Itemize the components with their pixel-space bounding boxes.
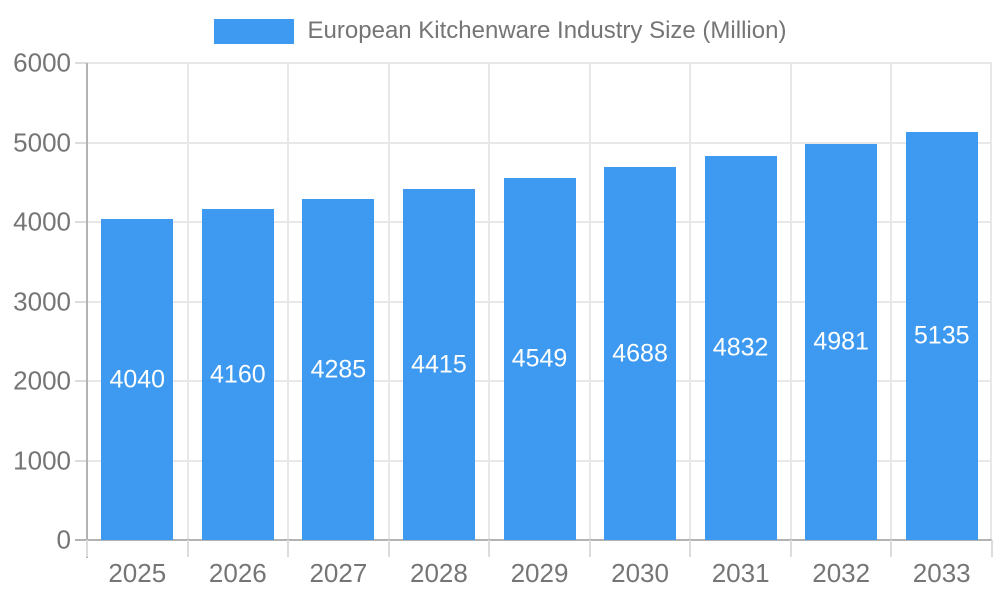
x-tick-label: 2033 — [912, 558, 971, 588]
y-tick-mark — [75, 380, 87, 382]
x-gridline — [689, 63, 692, 540]
bar[interactable]: 4832 — [704, 156, 777, 540]
y-axis-line — [86, 63, 88, 558]
bar[interactable]: 4981 — [805, 144, 878, 540]
bar-value-label: 4981 — [813, 327, 869, 356]
x-tick-mark — [186, 540, 189, 557]
bar[interactable]: 4285 — [302, 199, 375, 540]
x-gridline — [890, 63, 893, 540]
x-tick-mark — [387, 540, 390, 557]
bar[interactable]: 4688 — [604, 167, 677, 540]
bar[interactable]: 4549 — [503, 178, 576, 540]
y-gridline — [87, 141, 992, 144]
y-tick-mark — [75, 221, 87, 223]
x-gridline — [488, 63, 491, 540]
bar[interactable]: 4040 — [101, 219, 174, 540]
x-tick-mark — [689, 540, 692, 557]
y-tick-label: 1000 — [13, 445, 71, 475]
x-gridline — [588, 63, 591, 540]
x-tick-mark — [287, 540, 290, 557]
x-tick-label: 2027 — [309, 558, 368, 588]
x-tick-label: 2029 — [510, 558, 569, 588]
bar-value-label: 4040 — [109, 365, 166, 393]
x-tick-mark — [86, 540, 88, 557]
x-tick-mark — [488, 540, 491, 557]
x-tick-label: 2028 — [410, 558, 468, 588]
x-axis-line — [87, 539, 992, 541]
x-gridline — [990, 63, 992, 540]
x-tick-label: 2026 — [208, 558, 267, 588]
y-gridline — [87, 62, 992, 64]
legend-label: European Kitchenware Industry Size (Mill… — [307, 17, 787, 44]
y-tick-mark — [75, 141, 87, 144]
x-gridline — [789, 63, 792, 540]
bar[interactable]: 4415 — [402, 189, 475, 540]
x-tick-label: 2030 — [611, 558, 669, 588]
x-gridline — [287, 63, 290, 540]
y-tick-mark — [75, 459, 87, 462]
x-gridline — [387, 63, 390, 540]
y-tick-label: 4000 — [13, 206, 71, 237]
y-tick-label: 3000 — [13, 286, 71, 316]
bar[interactable]: 5135 — [905, 132, 978, 540]
x-tick-label: 2025 — [108, 558, 167, 588]
x-tick-mark — [991, 540, 993, 557]
y-tick-label: 0 — [56, 524, 71, 555]
y-tick-mark — [75, 62, 87, 64]
bar-value-label: 4688 — [612, 339, 668, 367]
bar-value-label: 4832 — [712, 333, 769, 362]
bar-value-label: 4549 — [511, 344, 568, 373]
y-tick-mark — [75, 539, 87, 541]
legend-swatch — [213, 18, 294, 44]
bar[interactable]: 4160 — [201, 209, 274, 540]
bar-value-label: 4415 — [411, 350, 467, 378]
y-tick-label: 2000 — [13, 365, 71, 396]
x-gridline — [186, 63, 189, 540]
y-tick-mark — [75, 300, 87, 303]
x-tick-label: 2031 — [711, 558, 770, 588]
chart-legend[interactable]: European Kitchenware Industry Size (Mill… — [0, 16, 1000, 46]
x-tick-mark — [588, 540, 591, 557]
x-tick-mark — [789, 540, 792, 557]
y-tick-label: 6000 — [13, 47, 71, 78]
plot-area: 4040 4160 4285 4415 4549 4688 4832 4981 5135 — [87, 62, 992, 541]
bar-value-label: 4160 — [210, 360, 266, 388]
bar-value-label: 5135 — [913, 321, 970, 350]
x-tick-label: 2032 — [812, 558, 871, 588]
x-tick-mark — [890, 540, 893, 557]
y-tick-label: 5000 — [13, 127, 71, 157]
bar-value-label: 4285 — [310, 355, 367, 383]
